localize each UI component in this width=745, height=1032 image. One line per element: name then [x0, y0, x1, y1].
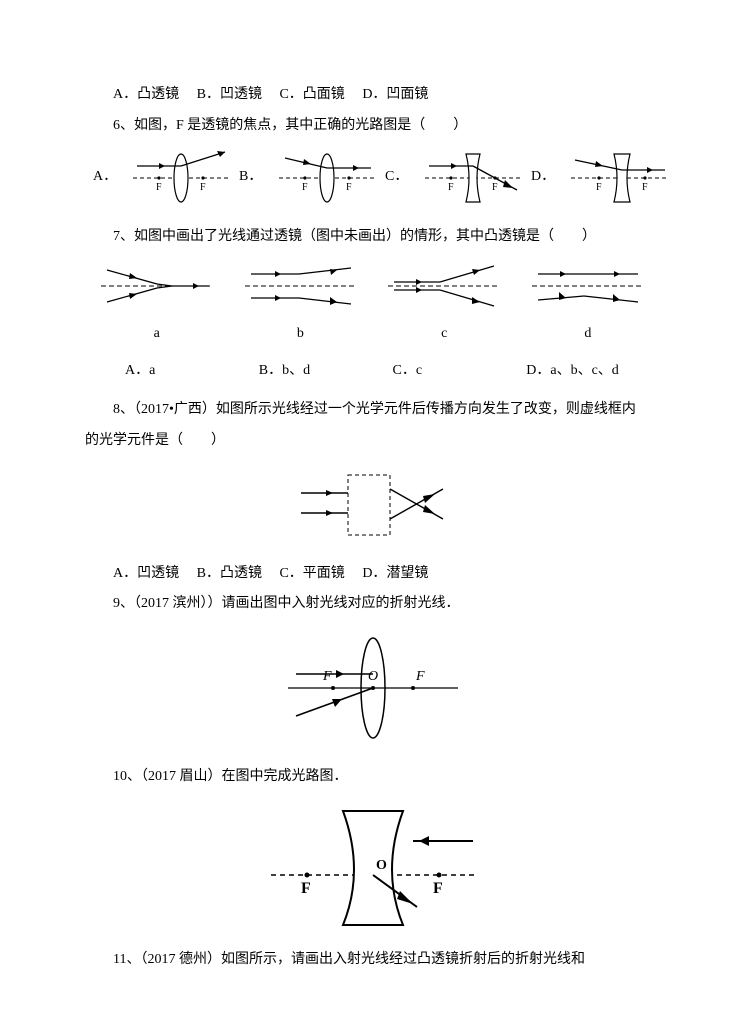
svg-text:F: F — [301, 880, 311, 897]
q6-label-a: A． — [85, 162, 127, 193]
q7-diagram-b — [241, 258, 361, 313]
q7-sub-b: b — [297, 319, 304, 350]
svg-text:F: F — [415, 669, 425, 684]
svg-text:F: F — [200, 182, 206, 193]
q7-sub-labels: a b c d — [85, 319, 660, 350]
q5-options: A．凸透镜 B．凹透镜 C．凸面镜 D．凹面镜 — [85, 80, 660, 111]
svg-text:F: F — [433, 880, 443, 897]
q7-opt-b: B．b、d — [259, 356, 393, 387]
q6-figure-row: A． F F B． F F — [85, 148, 660, 208]
q8-options: A．凹透镜 B．凸透镜 C．平面镜 D．潜望镜 — [85, 559, 660, 590]
q10-diagram: F F O — [263, 801, 483, 931]
q7-diagram-c — [384, 258, 504, 313]
q5-opt-a: A．凸透镜 — [113, 87, 179, 102]
q10-text: 10、（2017 眉山）在图中完成光路图． — [85, 762, 660, 793]
q11-text: 11、（2017 德州）如图所示，请画出入射光线经过凸透镜折射后的折射光线和 — [85, 945, 660, 976]
svg-text:F: F — [322, 669, 332, 684]
svg-text:F: F — [156, 182, 162, 193]
q6-diagram-d: F F — [569, 148, 669, 208]
q8-opt-a: A．凹透镜 — [113, 566, 179, 581]
q8-opt-b: B．凸透镜 — [197, 566, 262, 581]
q7-sub-a: a — [154, 319, 160, 350]
svg-text:O: O — [376, 858, 387, 873]
q5-opt-c: C．凸面镜 — [279, 87, 344, 102]
q6-label-c: C． — [377, 162, 419, 193]
q8-text: 8、（2017•广西）如图所示光线经过一个光学元件后传播方向发生了改变，则虚线框… — [85, 395, 660, 426]
q6-label-b: B． — [231, 162, 273, 193]
q7-opt-a: A．a — [125, 356, 259, 387]
q5-opt-d: D．凹面镜 — [362, 87, 428, 102]
q8-diagram — [293, 465, 453, 545]
q6-label-d: D． — [523, 162, 565, 193]
q8-opt-c: C．平面镜 — [279, 566, 344, 581]
q6-text: 6、如图，F 是透镜的焦点，其中正确的光路图是（ ） — [85, 111, 660, 142]
q6-diagram-c: F F — [423, 148, 523, 208]
q7-text: 7、如图中画出了光线通过透镜（图中未画出）的情形，其中凸透镜是（ ） — [85, 222, 660, 253]
svg-text:F: F — [642, 182, 648, 193]
svg-text:O: O — [368, 669, 378, 684]
svg-text:F: F — [596, 182, 602, 193]
q7-options: A．a B．b、d C．c D．a、b、c、d — [85, 356, 660, 387]
svg-text:F: F — [346, 182, 352, 193]
q6-diagram-a: F F — [131, 148, 231, 208]
q8-text2: 的光学元件是（ ） — [85, 426, 660, 457]
q7-sub-c: c — [441, 319, 447, 350]
q7-opt-c: C．c — [393, 356, 527, 387]
q9-diagram: F O F — [278, 628, 468, 748]
q9-text: 9、（2017 滨州））请画出图中入射光线对应的折射光线． — [85, 589, 660, 620]
q7-diagram-d — [528, 258, 648, 313]
svg-text:F: F — [302, 182, 308, 193]
q7-opt-d: D．a、b、c、d — [526, 356, 660, 387]
q6-diagram-b: F F — [277, 148, 377, 208]
q5-opt-b: B．凹透镜 — [197, 87, 262, 102]
q8-opt-d: D．潜望镜 — [362, 566, 428, 581]
q7-figure-row — [85, 258, 660, 313]
q7-diagram-a — [97, 258, 217, 313]
q7-sub-d: d — [584, 319, 591, 350]
svg-text:F: F — [448, 182, 454, 193]
svg-text:F: F — [492, 182, 498, 193]
